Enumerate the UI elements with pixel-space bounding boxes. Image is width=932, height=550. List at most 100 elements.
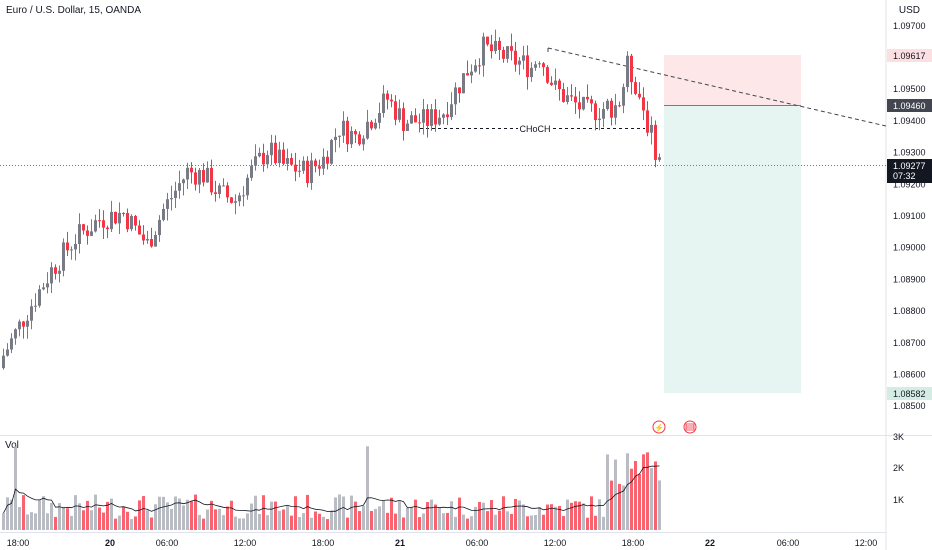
volume-bar bbox=[22, 495, 25, 530]
target-price-label[interactable]: 1.08582 bbox=[887, 387, 932, 400]
candle-body bbox=[638, 93, 641, 98]
svg-text:1.08582: 1.08582 bbox=[893, 389, 926, 399]
candle-body bbox=[414, 115, 417, 123]
price-tick-label: 1.09100 bbox=[893, 211, 926, 221]
volume-bar bbox=[542, 514, 545, 530]
volume-bar bbox=[186, 499, 189, 530]
volume-bar bbox=[182, 505, 185, 530]
volume-bar bbox=[538, 507, 541, 530]
candle-body bbox=[606, 100, 609, 109]
volume-bar bbox=[146, 510, 149, 530]
price-tick-label: 1.08700 bbox=[893, 338, 926, 348]
candle-body bbox=[626, 55, 629, 88]
volume-bar bbox=[602, 516, 605, 530]
candle-body bbox=[214, 192, 217, 194]
volume-bar bbox=[222, 515, 225, 530]
volume-bar bbox=[310, 517, 313, 530]
candle-body bbox=[418, 122, 421, 124]
volume-bar bbox=[574, 501, 577, 530]
candle-body bbox=[366, 121, 369, 139]
time-axis[interactable]: 18:00 20 06:00 12:00 18:00 21 06:00 12:00 18:00 2… bbox=[7, 538, 878, 548]
current-price-label[interactable]: 1.09277 07:32 bbox=[887, 159, 932, 183]
candle-body bbox=[642, 97, 645, 111]
take-profit-zone[interactable] bbox=[664, 106, 801, 393]
candle-body bbox=[566, 95, 569, 102]
volume-bar bbox=[346, 517, 349, 530]
time-tick-label: 18:00 bbox=[622, 538, 645, 548]
candle-body bbox=[62, 242, 65, 271]
candle-body bbox=[54, 267, 57, 274]
candle-body bbox=[402, 108, 405, 131]
volume-bar bbox=[406, 507, 409, 530]
volume-bar bbox=[86, 500, 89, 530]
candle-body bbox=[478, 65, 481, 67]
candle-body bbox=[246, 177, 249, 196]
candles-group[interactable] bbox=[2, 29, 661, 370]
price-tick-label: 1.09200 bbox=[893, 179, 926, 189]
volume-bar bbox=[654, 461, 657, 530]
volume-bar bbox=[622, 485, 625, 530]
volume-bar bbox=[518, 500, 521, 530]
volume-bar bbox=[294, 496, 297, 530]
volume-bar bbox=[382, 500, 385, 530]
event-icon-flash[interactable]: ⚡ bbox=[652, 420, 666, 434]
candle-body bbox=[294, 164, 297, 172]
event-icon-us-flag[interactable] bbox=[683, 420, 697, 434]
trendline[interactable] bbox=[547, 47, 887, 127]
candle-body bbox=[422, 109, 425, 123]
candle-body bbox=[98, 220, 101, 222]
candle-body bbox=[46, 283, 49, 288]
volume-bars-group[interactable] bbox=[2, 446, 661, 530]
candle-body bbox=[118, 212, 121, 224]
candle-body bbox=[514, 50, 517, 65]
volume-bar bbox=[362, 505, 365, 530]
volume-bar bbox=[354, 501, 357, 530]
candle-body bbox=[266, 155, 269, 165]
candle-body bbox=[590, 99, 593, 104]
price-axis[interactable]: 1.097001.096001.095001.094001.093001.092… bbox=[893, 21, 926, 411]
symbol-title[interactable]: Euro / U.S. Dollar, 15, OANDA bbox=[6, 5, 142, 16]
volume-bar bbox=[462, 514, 465, 530]
svg-text:1.09277: 1.09277 bbox=[893, 161, 926, 171]
candle-body bbox=[14, 329, 17, 339]
candle-body bbox=[210, 167, 213, 193]
candle-body bbox=[182, 179, 185, 184]
stop-loss-zone[interactable] bbox=[664, 55, 801, 106]
candle-body bbox=[518, 60, 521, 65]
candle-body bbox=[250, 165, 253, 178]
volume-bar bbox=[266, 515, 269, 530]
volume-bar bbox=[66, 508, 69, 530]
volume-bar bbox=[422, 513, 425, 530]
volume-bar bbox=[630, 468, 633, 530]
candle-body bbox=[30, 306, 33, 321]
candle-body bbox=[90, 231, 93, 236]
entry-price-label[interactable]: 1.09460 bbox=[887, 99, 932, 112]
candle-body bbox=[122, 212, 125, 214]
volume-label[interactable]: Vol bbox=[5, 440, 19, 451]
volume-bar bbox=[566, 499, 569, 530]
volume-bar bbox=[486, 511, 489, 530]
candle-body bbox=[378, 113, 381, 123]
candle-body bbox=[34, 305, 37, 307]
candle-body bbox=[50, 267, 53, 284]
candle-body bbox=[86, 230, 89, 236]
stop-price-label[interactable]: 1.09617 bbox=[887, 49, 932, 62]
candle-body bbox=[430, 109, 433, 126]
volume-axis[interactable]: 3K 2K 1K bbox=[893, 432, 904, 505]
candle-body bbox=[470, 71, 473, 76]
candle-body bbox=[550, 82, 553, 85]
volume-bar bbox=[234, 516, 237, 530]
candle-body bbox=[262, 152, 265, 165]
candle-body bbox=[374, 122, 377, 129]
choch-label[interactable]: CHoCH bbox=[519, 124, 550, 134]
candle-body bbox=[610, 100, 613, 118]
volume-bar bbox=[490, 500, 493, 530]
candle-body bbox=[342, 120, 345, 136]
candle-body bbox=[362, 138, 365, 145]
volume-bar bbox=[562, 516, 565, 530]
candle-body bbox=[326, 156, 329, 164]
currency-label[interactable]: USD bbox=[898, 5, 920, 16]
volume-bar bbox=[386, 512, 389, 530]
time-tick-label: 18:00 bbox=[312, 538, 335, 548]
